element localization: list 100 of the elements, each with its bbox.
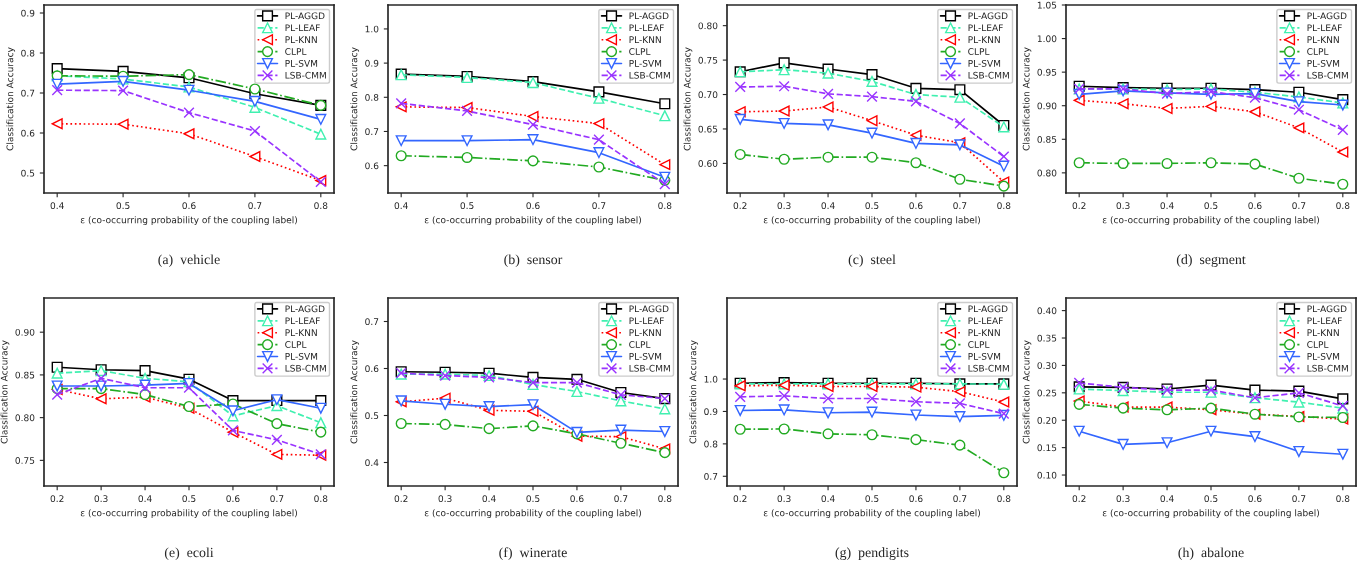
x-tick-label: 0.5 [865,202,879,210]
y-tick-label: 0.5 [21,169,35,177]
legend-label: PL-AGGD [285,305,325,313]
x-tick-label: 0.4 [1160,495,1174,503]
y-tick-label: 0.80 [15,414,35,422]
x-tick-label: 0.7 [953,495,967,503]
x-tick-label: 0.3 [777,202,791,210]
legend-label: LSB-CMM [1307,364,1348,372]
legend-label: PL-SVM [1307,352,1340,360]
x-tick-label: 0.2 [1072,202,1086,210]
legend-label: PL-AGGD [1307,12,1347,20]
legend-label: PL-KNN [968,329,1000,336]
legend-label: PL-LEAF [968,24,1003,31]
x-tick-label: 0.8 [314,495,328,503]
legend-label: PL-SVM [285,352,318,360]
x-tick-label: 0.8 [1336,202,1350,210]
legend-label: PL-KNN [629,329,661,336]
x-axis-title: ε (co-occurring probability of the coupling label) [424,216,641,226]
x-tick-label: 0.7 [592,202,606,210]
x-tick-label: 0.8 [658,202,672,210]
y-tick-label: 0.8 [21,49,35,57]
x-tick-label: 0.4 [50,202,64,210]
x-tick-label: 0.4 [394,202,408,210]
legend-label: PL-LEAF [285,24,320,31]
y-tick-label: 0.15 [1037,444,1057,452]
y-tick-label: 1.00 [1037,35,1057,43]
x-tick-label: 0.2 [1072,495,1086,503]
y-tick-label: 0.8 [704,440,718,448]
y-tick-label: 0.35 [1037,334,1057,342]
text: (h) abalone [1178,547,1244,560]
x-tick-label: 0.6 [182,202,196,210]
legend-label: PL-SVM [629,59,662,67]
legend-label: PL-AGGD [285,12,325,20]
legend-label: CLPL [285,341,307,348]
x-tick-label: 0.3 [1116,202,1130,210]
y-tick-label: 0.7 [365,318,379,326]
y-tick-label: 0.25 [1037,389,1057,397]
y-axis-title: Classification Accuracy [1022,340,1032,444]
legend-label: PL-AGGD [1307,305,1347,313]
y-tick-label: 0.6 [365,162,379,170]
legend-label: PL-AGGD [968,12,1008,20]
legend-label: LSB-CMM [629,364,670,372]
legend-label: CLPL [629,48,651,55]
y-tick-label: 0.7 [21,89,35,97]
y-tick-label: 0.10 [1037,471,1057,479]
y-axis-title: Classification Accuracy [0,340,10,444]
legend-label: CLPL [629,341,651,348]
legend-label: PL-KNN [1307,36,1339,43]
legend-label: PL-LEAF [629,24,664,31]
y-tick-label: 0.80 [1037,169,1057,177]
x-tick-label: 0.5 [460,202,474,210]
legend-label: PL-LEAF [629,317,664,324]
x-tick-label: 0.7 [953,202,967,210]
x-tick-label: 0.5 [865,495,879,503]
x-tick-label: 0.6 [909,202,923,210]
legend-label: PL-SVM [968,59,1001,67]
y-tick-label: 0.8 [365,94,379,101]
x-axis-title: ε (co-occurring probability of the coupling label) [1102,509,1319,519]
legend-label: LSB-CMM [968,71,1009,79]
y-tick-label: 0.80 [698,22,718,30]
legend-label: PL-AGGD [629,12,669,20]
legend-label: PL-SVM [285,59,318,67]
y-tick-label: 0.9 [704,408,718,416]
x-tick-label: 0.5 [526,495,540,503]
legend-label: PL-LEAF [1307,317,1342,324]
x-tick-label: 0.7 [248,202,262,210]
x-tick-label: 0.7 [270,495,284,503]
y-axis-title: Classification Accuracy [350,47,360,151]
y-tick-label: 1.0 [704,375,718,383]
x-tick-label: 0.8 [997,202,1011,210]
y-tick-label: 0.6 [21,129,35,137]
x-tick-label: 0.5 [116,202,130,210]
legend-label: LSB-CMM [1307,71,1348,79]
x-tick-label: 0.4 [482,495,496,503]
x-tick-label: 0.6 [526,202,540,210]
x-tick-label: 0.8 [1336,495,1350,503]
y-axis-title: Classification Accuracy [6,47,16,151]
legend-label: CLPL [1307,48,1329,55]
y-tick-label: 0.70 [698,91,718,99]
text: (g) pendigits [835,547,909,560]
x-tick-label: 0.6 [1248,495,1262,503]
legend-label: CLPL [285,48,307,55]
y-tick-label: 0.7 [704,473,718,480]
y-tick-label: 0.20 [1037,416,1057,424]
x-tick-label: 0.2 [733,495,747,503]
x-axis-title: ε (co-occurring probability of the coupling label) [1102,216,1319,226]
text: (e) ecoli [164,547,214,560]
text: (c) steel [848,254,896,267]
legend-label: LSB-CMM [968,364,1009,372]
legend-label: CLPL [968,341,990,348]
x-tick-label: 0.7 [1292,202,1306,210]
x-axis-title: ε (co-occurring probability of the coupling label) [80,216,297,226]
x-tick-label: 0.5 [182,495,196,503]
x-tick-label: 0.6 [909,495,923,503]
y-tick-label: 0.85 [1037,136,1057,143]
y-tick-label: 0.6 [365,365,379,373]
legend-label: PL-LEAF [1307,24,1342,31]
x-tick-label: 0.2 [394,495,408,503]
y-tick-label: 0.90 [15,328,35,336]
y-tick-label: 0.9 [365,59,379,67]
